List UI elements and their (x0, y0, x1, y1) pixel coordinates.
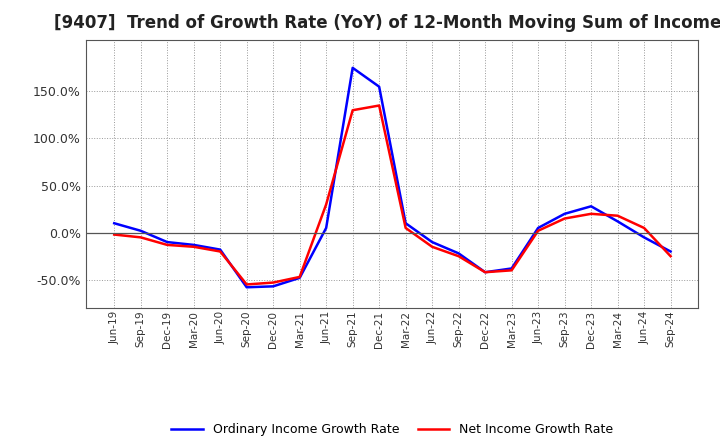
Ordinary Income Growth Rate (534, 225, 542, 231)
Ordinary Income Growth Rate (269, 284, 277, 289)
Ordinary Income Growth Rate (322, 225, 330, 231)
Net Income Growth Rate (216, 249, 225, 254)
Ordinary Income Growth Rate (136, 228, 145, 233)
Ordinary Income Growth Rate (640, 235, 649, 240)
Ordinary Income Growth Rate (428, 239, 436, 245)
Net Income Growth Rate (508, 268, 516, 273)
Ordinary Income Growth Rate (508, 266, 516, 271)
Ordinary Income Growth Rate (613, 219, 622, 224)
Legend: Ordinary Income Growth Rate, Net Income Growth Rate: Ordinary Income Growth Rate, Net Income … (166, 418, 618, 440)
Net Income Growth Rate (348, 108, 357, 113)
Net Income Growth Rate (481, 270, 490, 275)
Net Income Growth Rate (322, 202, 330, 207)
Net Income Growth Rate (587, 211, 595, 216)
Line: Ordinary Income Growth Rate: Ordinary Income Growth Rate (114, 68, 670, 287)
Ordinary Income Growth Rate (348, 65, 357, 70)
Ordinary Income Growth Rate (216, 247, 225, 252)
Ordinary Income Growth Rate (587, 204, 595, 209)
Ordinary Income Growth Rate (110, 220, 119, 226)
Line: Net Income Growth Rate: Net Income Growth Rate (114, 106, 670, 284)
Net Income Growth Rate (666, 253, 675, 259)
Net Income Growth Rate (401, 225, 410, 231)
Net Income Growth Rate (375, 103, 384, 108)
Ordinary Income Growth Rate (666, 249, 675, 254)
Ordinary Income Growth Rate (295, 275, 304, 281)
Net Income Growth Rate (560, 216, 569, 221)
Ordinary Income Growth Rate (401, 220, 410, 226)
Net Income Growth Rate (613, 213, 622, 218)
Net Income Growth Rate (243, 282, 251, 287)
Net Income Growth Rate (136, 235, 145, 240)
Net Income Growth Rate (295, 274, 304, 279)
Net Income Growth Rate (163, 242, 171, 248)
Net Income Growth Rate (534, 228, 542, 233)
Net Income Growth Rate (189, 244, 198, 249)
Ordinary Income Growth Rate (243, 285, 251, 290)
Net Income Growth Rate (454, 253, 463, 259)
Ordinary Income Growth Rate (560, 211, 569, 216)
Ordinary Income Growth Rate (481, 270, 490, 275)
Net Income Growth Rate (110, 232, 119, 237)
Title: [9407]  Trend of Growth Rate (YoY) of 12-Month Moving Sum of Incomes: [9407] Trend of Growth Rate (YoY) of 12-… (54, 15, 720, 33)
Net Income Growth Rate (428, 244, 436, 249)
Net Income Growth Rate (269, 280, 277, 285)
Ordinary Income Growth Rate (375, 84, 384, 89)
Ordinary Income Growth Rate (454, 251, 463, 256)
Net Income Growth Rate (640, 225, 649, 231)
Ordinary Income Growth Rate (189, 242, 198, 248)
Ordinary Income Growth Rate (163, 239, 171, 245)
